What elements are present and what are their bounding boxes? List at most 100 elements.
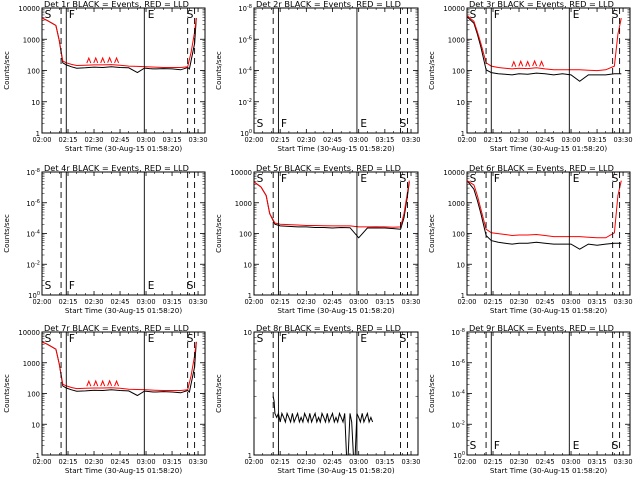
y-tick-label: 10000 [230, 169, 252, 177]
lld-spike [532, 59, 538, 67]
x-tick-label: 02:15 [59, 298, 78, 306]
y-tick-label: 10 [31, 421, 40, 429]
event-marker-label: E [148, 333, 155, 345]
y-tick-label: 100 [452, 68, 465, 76]
event-marker-label: F [69, 280, 75, 292]
lld-spike [93, 379, 99, 387]
panel-det-3: Det 3r BLACK = Events, RED = LLD 02:00 02:… [428, 0, 633, 153]
event-marker-label: S [187, 333, 194, 345]
event-marker-label: S [612, 440, 619, 452]
y-tick-label: 1 [248, 292, 252, 300]
y-axis-label: Counts/sec [428, 214, 436, 253]
y-tick-label: 10 [243, 261, 252, 269]
event-marker-label: S [257, 333, 264, 345]
event-marker-label: S [470, 173, 477, 185]
panel-title: Det 6r BLACK = Events, RED = LLD [469, 163, 614, 173]
y-tick-label: 100 [27, 68, 40, 76]
y-tick-label: 10 [456, 99, 465, 107]
x-tick-label: 02:30 [510, 298, 529, 306]
x-tick-label: 02:15 [484, 458, 503, 466]
y-tick-label: 1000 [448, 200, 465, 208]
panel-title: Det 4r BLACK = Events, RED = LLD [44, 163, 189, 173]
x-tick-label: 03:00 [349, 458, 368, 466]
x-tick-label: 03:00 [349, 298, 368, 306]
y-tick-label: 1000 [23, 36, 40, 44]
lld-spike [100, 56, 106, 64]
event-marker-label: S [400, 118, 407, 130]
event-marker-label: S [187, 280, 194, 292]
y-tick-label: 10 [31, 99, 40, 107]
x-tick-label: 03:15 [588, 458, 607, 466]
events-series-line [467, 180, 622, 250]
y-tick-label: 1 [248, 452, 252, 460]
events-series-line [42, 341, 197, 397]
x-tick-label: 02:00 [457, 136, 476, 144]
x-tick-label: 02:45 [536, 298, 555, 306]
x-tick-label: 03:00 [137, 458, 156, 466]
event-marker-label: F [69, 333, 75, 345]
y-tick-label: 1000 [23, 360, 40, 368]
event-marker-label: F [281, 118, 287, 130]
y-tick-label: 100 [28, 291, 40, 300]
x-tick-label: 02:30 [510, 458, 529, 466]
event-marker-label: E [360, 173, 367, 185]
x-axis-label: Start Time (30-Aug-15 01:58:20) [65, 306, 182, 315]
x-tick-label: 03:00 [137, 298, 156, 306]
panel-det-2: Det 2r BLACK = Events, RED = LLD 02:00 02:… [215, 0, 421, 153]
y-tick-label: 1 [461, 130, 465, 138]
event-marker-label: F [494, 440, 500, 452]
lld-series-line [254, 180, 410, 228]
event-marker-label: F [281, 333, 287, 345]
event-marker-label: E [573, 173, 580, 185]
x-tick-label: 02:30 [85, 298, 104, 306]
event-marker-label: E [573, 440, 580, 452]
event-marker-label: S [400, 173, 407, 185]
panel-title: Det 1r BLACK = Events, RED = LLD [44, 0, 189, 9]
panel-det-9: Det 9r BLACK = Events, RED = LLD 02:00 02:… [428, 323, 633, 475]
y-tick-label: 10-4 [451, 390, 465, 399]
x-tick-label: 03:15 [588, 136, 607, 144]
events-series-line [254, 181, 410, 239]
x-axis-label: Start Time (30-Aug-15 01:58:20) [277, 466, 394, 475]
event-marker-label: E [148, 280, 155, 292]
y-axis-label: Counts/sec [215, 214, 223, 253]
lld-spike [93, 56, 99, 64]
x-tick-label: 03:00 [562, 136, 581, 144]
x-tick-label: 02:15 [484, 136, 503, 144]
y-tick-label: 1 [461, 292, 465, 300]
lld-spike [114, 379, 120, 387]
y-tick-label: 1000 [448, 36, 465, 44]
y-tick-label: 10000 [443, 5, 465, 13]
event-marker-label: S [45, 333, 52, 345]
x-tick-label: 02:15 [271, 298, 290, 306]
x-tick-label: 02:45 [111, 458, 130, 466]
y-tick-label: 10-2 [451, 420, 465, 429]
y-tick-label: 100 [453, 451, 465, 460]
event-marker-label: F [69, 9, 75, 21]
events-series-line [467, 16, 622, 82]
x-axis-label: Start Time (30-Aug-15 01:58:20) [277, 144, 394, 153]
event-marker-label: S [470, 440, 477, 452]
x-tick-label: 02:30 [85, 458, 104, 466]
x-tick-label: 03:00 [349, 136, 368, 144]
y-axis-label: Counts/sec [428, 374, 436, 413]
y-tick-label: 10 [243, 329, 252, 337]
x-tick-label: 03:15 [375, 458, 394, 466]
event-marker-label: S [45, 280, 52, 292]
panel-det-8: Det 8r BLACK = Events, RED = LLD 02:00 02:… [215, 323, 421, 475]
panel-det-6: Det 6r BLACK = Events, RED = LLD 02:00 02:… [428, 163, 633, 315]
x-tick-label: 03:30 [189, 136, 208, 144]
panel-title: Det 2r BLACK = Events, RED = LLD [256, 0, 401, 9]
event-marker-label: F [494, 9, 500, 21]
event-marker-label: S [187, 9, 194, 21]
event-marker-label: E [573, 9, 580, 21]
x-tick-label: 03:30 [402, 298, 421, 306]
x-axis-label: Start Time (30-Aug-15 01:58:20) [490, 306, 607, 315]
y-tick-label: 1 [36, 452, 40, 460]
lld-spike [518, 59, 524, 67]
x-tick-label: 02:30 [297, 298, 316, 306]
x-tick-label: 02:45 [323, 458, 342, 466]
x-axis-label: Start Time (30-Aug-15 01:58:20) [65, 144, 182, 153]
x-tick-label: 02:15 [271, 458, 290, 466]
event-marker-label: E [148, 9, 155, 21]
